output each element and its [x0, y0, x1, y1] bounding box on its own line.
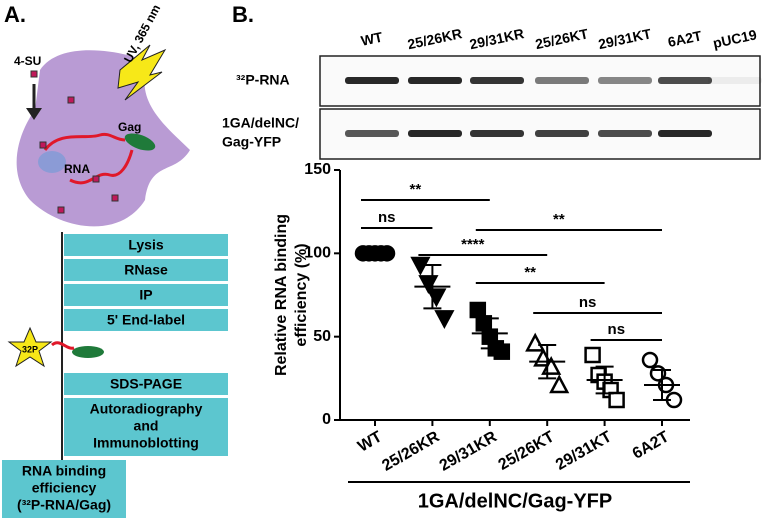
y-tick-label: 50 — [313, 328, 331, 345]
step: SDS-PAGE — [110, 376, 182, 392]
panel-label: A. — [4, 2, 26, 27]
isotope: 32P — [22, 344, 38, 354]
band — [345, 130, 399, 137]
lane-label: WT — [359, 29, 384, 49]
nucleotide — [57, 206, 65, 214]
gag — [124, 133, 156, 151]
x-tick-label: 25/26KT — [496, 428, 558, 474]
lane-label: 29/31KR — [468, 25, 525, 52]
step: RNase — [124, 262, 168, 278]
step: Lysis — [128, 237, 163, 253]
nucleus — [38, 151, 66, 173]
step: Immunoblotting — [93, 435, 199, 451]
y-tick-label: 0 — [322, 411, 331, 428]
lane-label: 25/26KR — [406, 25, 463, 52]
x-tick-label: 29/31KR — [437, 428, 501, 475]
band — [470, 77, 524, 84]
step-box — [64, 259, 228, 281]
significance-label: **** — [461, 236, 485, 253]
star — [7, 326, 53, 368]
lane-label: 6A2T — [666, 27, 703, 50]
arrow-head — [26, 108, 42, 120]
y-axis-label: Relative RNA binding — [273, 214, 290, 376]
point — [549, 374, 570, 394]
row-label: Gag-YFP — [222, 134, 281, 150]
row-label: ³²P-RNA — [236, 72, 290, 88]
nucleotide — [39, 141, 47, 149]
readout-box — [2, 460, 126, 518]
significance-label: ** — [410, 181, 422, 198]
significance-label: ** — [524, 264, 536, 281]
lane-label: 25/26KT — [534, 25, 590, 52]
gag-label: Gag — [118, 120, 141, 134]
nucleotide — [67, 96, 75, 104]
rna-strand — [51, 341, 75, 350]
x-tick-label: WT — [355, 428, 385, 455]
band — [708, 77, 762, 84]
band — [345, 77, 399, 84]
band — [658, 77, 712, 84]
uv-bolt — [117, 44, 167, 101]
rna-label: RNA — [64, 162, 90, 176]
band — [598, 130, 652, 137]
step: and — [134, 418, 159, 434]
rna-strand — [43, 132, 134, 185]
step: 5' End-label — [107, 312, 185, 328]
x-tick-label: 6A2T — [630, 428, 673, 462]
panel-label: B. — [232, 2, 254, 27]
significance-label: ** — [553, 211, 565, 228]
significance-label: ns — [608, 321, 626, 338]
reagent: 4-SU — [14, 54, 41, 68]
band — [408, 130, 462, 137]
step-box — [64, 398, 228, 456]
nucleotide — [111, 194, 119, 202]
point — [434, 310, 455, 329]
point — [641, 351, 659, 369]
gag — [72, 346, 104, 358]
point — [469, 301, 487, 319]
readout: RNA binding — [22, 463, 106, 479]
y-tick-label: 100 — [304, 245, 331, 262]
step: IP — [139, 287, 152, 303]
step-box — [64, 373, 228, 395]
band — [658, 130, 712, 137]
readout: efficiency — [32, 480, 97, 496]
band — [535, 130, 589, 137]
band — [470, 130, 524, 137]
point — [525, 332, 546, 352]
significance-label: ns — [378, 209, 396, 226]
x-tick-label: 29/31KT — [553, 428, 615, 474]
point — [584, 346, 601, 364]
point — [493, 343, 511, 360]
nucleotide — [92, 175, 100, 183]
band — [535, 77, 589, 84]
point — [608, 391, 625, 409]
step-box — [64, 284, 228, 306]
cell — [16, 50, 190, 227]
significance-label: ns — [579, 294, 597, 311]
band — [408, 77, 462, 84]
point — [426, 288, 447, 308]
y-axis-label: efficiency (%) — [293, 243, 310, 346]
step-box — [64, 234, 228, 256]
y-tick-label: 150 — [304, 161, 331, 178]
x-tick-label: 25/26KR — [379, 428, 443, 475]
readout: (³²P-RNA/Gag) — [17, 497, 111, 513]
row-label: 1GA/delNC/ — [222, 115, 299, 131]
band — [598, 77, 652, 84]
step-box — [64, 309, 228, 331]
lane-label: pUC19 — [711, 26, 758, 51]
lane-label: 29/31KT — [597, 25, 653, 52]
step: Autoradiography — [90, 401, 203, 417]
x-group-label: 1GA/delNC/Gag-YFP — [418, 490, 612, 512]
nucleotide — [30, 70, 38, 78]
